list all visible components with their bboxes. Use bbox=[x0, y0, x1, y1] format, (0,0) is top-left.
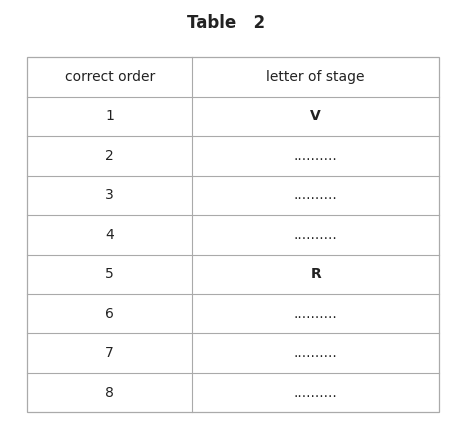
Text: 6: 6 bbox=[105, 307, 114, 321]
Text: 1: 1 bbox=[105, 109, 114, 124]
Text: ..........: .......... bbox=[294, 188, 337, 202]
Text: correct order: correct order bbox=[64, 70, 155, 84]
Text: V: V bbox=[310, 109, 321, 124]
Text: 2: 2 bbox=[105, 149, 114, 163]
Text: 5: 5 bbox=[105, 267, 114, 281]
Text: 7: 7 bbox=[105, 346, 114, 360]
Text: 3: 3 bbox=[105, 188, 114, 202]
Text: ..........: .......... bbox=[294, 307, 337, 321]
Text: letter of stage: letter of stage bbox=[266, 70, 365, 84]
Text: ..........: .......... bbox=[294, 228, 337, 242]
Text: Table   2: Table 2 bbox=[188, 14, 265, 32]
Text: ..........: .......... bbox=[294, 346, 337, 360]
Text: R: R bbox=[310, 267, 321, 281]
Text: ..........: .......... bbox=[294, 149, 337, 163]
Bar bbox=[27, 57, 439, 412]
Text: 8: 8 bbox=[105, 386, 114, 400]
Text: 4: 4 bbox=[105, 228, 114, 242]
Text: ..........: .......... bbox=[294, 386, 337, 400]
